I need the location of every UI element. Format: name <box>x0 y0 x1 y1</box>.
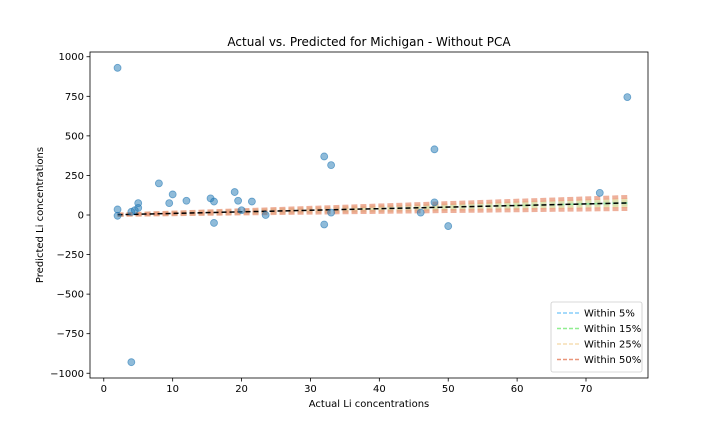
x-tick-label: 70 <box>580 384 593 395</box>
legend-label: Within 5% <box>584 309 635 320</box>
data-point <box>327 161 336 170</box>
data-point <box>430 145 439 154</box>
legend-label: Within 25% <box>584 340 641 351</box>
x-tick-label: 0 <box>101 384 107 395</box>
legend-label: Within 50% <box>584 355 641 366</box>
y-tick-label: −750 <box>57 329 84 340</box>
data-point <box>210 219 218 227</box>
data-point <box>230 188 239 196</box>
data-point <box>154 179 163 188</box>
y-tick-label: 500 <box>65 131 84 142</box>
x-tick-label: 20 <box>235 384 248 395</box>
legend: Within 5% Within 15% Within 25% Within 50% <box>550 301 643 373</box>
data-point <box>234 196 243 205</box>
band-line <box>117 194 628 217</box>
y-tick-label: 750 <box>65 92 84 103</box>
y-tick-label: −500 <box>57 290 84 301</box>
data-point <box>320 152 329 161</box>
legend-label: Within 15% <box>584 324 641 335</box>
y-tick-label: −250 <box>57 250 84 261</box>
y-tick-label: 1000 <box>59 52 84 63</box>
x-tick-label: 60 <box>511 384 524 395</box>
data-point <box>210 197 218 206</box>
band-line <box>117 206 628 217</box>
data-points <box>113 63 632 367</box>
data-point <box>168 190 177 199</box>
x-axis-label: Actual Li concentrations <box>309 399 430 410</box>
y-tick-label: 250 <box>65 171 84 182</box>
data-point <box>444 222 453 230</box>
data-point <box>113 63 122 72</box>
data-point <box>113 211 122 220</box>
data-point <box>595 188 604 197</box>
data-point <box>182 196 191 205</box>
data-point <box>261 211 270 219</box>
y-axis-label: Predicted Li concentrations <box>35 147 46 283</box>
data-point <box>327 208 336 217</box>
x-tick-label: 10 <box>166 384 179 395</box>
perfect-prediction-line <box>117 202 628 216</box>
perfect-line <box>117 202 628 216</box>
x-tick-label: 50 <box>442 384 455 395</box>
x-axis-ticks: 0 10 20 30 40 50 60 70 <box>101 378 593 395</box>
data-point <box>247 197 256 206</box>
data-point <box>237 206 246 215</box>
data-point <box>320 220 329 229</box>
y-tick-label: 0 <box>78 211 84 222</box>
data-point <box>127 358 136 367</box>
data-point <box>430 198 439 207</box>
y-tick-label: −1000 <box>50 369 84 380</box>
y-axis-ticks: −1000 −750 −500 −250 0 250 500 750 1000 <box>50 52 90 380</box>
x-tick-label: 30 <box>304 384 317 395</box>
data-point <box>416 208 425 217</box>
x-tick-label: 40 <box>373 384 386 395</box>
data-point <box>623 93 632 102</box>
legend-box <box>550 301 643 373</box>
data-point <box>134 199 143 208</box>
data-point <box>165 199 174 208</box>
chart-title: Actual vs. Predicted for Michigan - With… <box>227 35 511 49</box>
